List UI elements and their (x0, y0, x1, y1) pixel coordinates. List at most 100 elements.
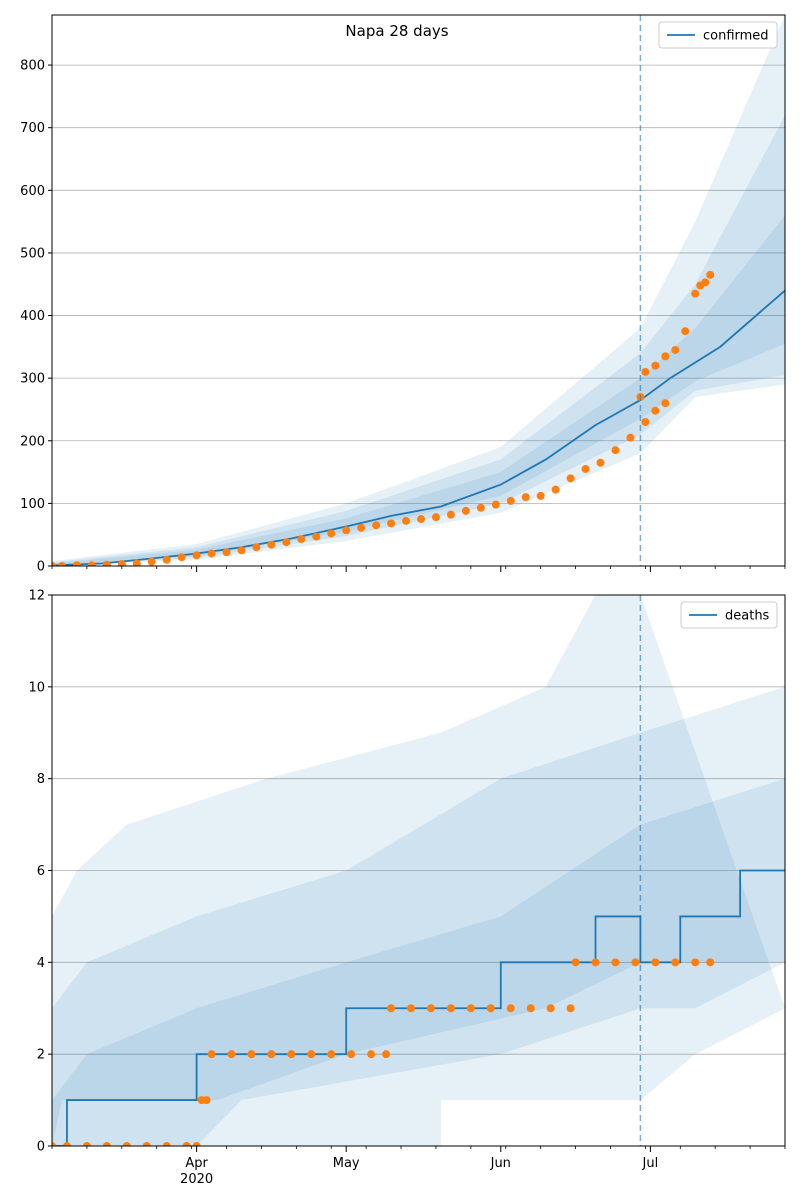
observed-point (207, 1050, 216, 1059)
y-tick-label: 400 (20, 309, 45, 324)
observed-point (407, 1004, 416, 1013)
y-tick-label: 700 (20, 121, 45, 136)
x-tick-label: May (333, 1156, 360, 1171)
observed-point (566, 1004, 575, 1013)
observed-point (661, 399, 670, 408)
observed-point (706, 270, 715, 279)
observed-point (372, 521, 381, 530)
x-tick-label-line: Apr (185, 1156, 208, 1171)
uncertainty-band (52, 686, 785, 1146)
observed-point (671, 345, 680, 354)
observed-point (162, 1142, 171, 1146)
model-line (52, 869, 785, 1146)
observed-point (476, 503, 485, 512)
y-tick-label: 8 (37, 772, 45, 787)
observed-point (162, 555, 171, 564)
x-tick-label: Apr 2020 (180, 1156, 213, 1187)
observed-point (681, 327, 690, 336)
observed-point (52, 562, 56, 566)
uncertainty-band (52, 595, 785, 1146)
observed-point (536, 491, 545, 500)
y-tick-label: 600 (20, 184, 45, 199)
observed-point (192, 551, 201, 560)
x-tick-label-line: 2020 (180, 1172, 213, 1187)
observed-point (661, 352, 670, 361)
legend-box (680, 601, 778, 629)
observed-point (222, 548, 231, 557)
y-tick-label: 0 (37, 1140, 45, 1155)
observed-point (247, 1050, 256, 1059)
observed-point (651, 406, 660, 415)
observed-point (671, 958, 680, 967)
panel-confirmed: 0 100 200 300 400 500 600 700 800 confirmed (20, 14, 786, 575)
observed-point (491, 500, 500, 509)
y-tick-label: 800 (20, 59, 45, 74)
observed-point (327, 1050, 336, 1059)
observed-point (117, 560, 126, 566)
observed-point (566, 474, 575, 483)
observed-point (571, 958, 580, 967)
observed-point (147, 557, 156, 566)
y-tick-label: 100 (20, 497, 45, 512)
observed-point (342, 526, 351, 535)
observed-point (347, 1050, 356, 1059)
observed-point (312, 532, 321, 541)
legend-label: deaths (725, 609, 770, 624)
x-tick-label-line: Jul (642, 1156, 659, 1171)
y-tick-label: 0 (37, 560, 45, 575)
observed-point (611, 958, 620, 967)
y-tick-label: 10 (28, 680, 45, 695)
plot-area (52, 15, 785, 566)
observed-point (72, 561, 81, 566)
observed-point (57, 562, 66, 566)
observed-point (416, 515, 425, 524)
legend-box (658, 21, 778, 49)
observed-point (626, 433, 635, 442)
observed-point (202, 1096, 211, 1105)
observed-point (367, 1050, 376, 1059)
uncertainty-band (52, 15, 785, 566)
observed-point (581, 464, 590, 473)
observed-point (701, 278, 710, 287)
observed-point (706, 958, 715, 967)
observed-point (611, 446, 620, 455)
panel-deaths: 0 2 4 6 8 10 12 Apr 2020 May Jun Jul deaths (28, 589, 786, 1187)
uncertainty-band (52, 115, 785, 566)
observed-point (142, 1142, 151, 1146)
x-tick-label-line: May (333, 1156, 360, 1171)
observed-point (182, 1142, 191, 1146)
x-tick-label-line: Jun (490, 1156, 511, 1171)
y-tick-label: 500 (20, 246, 45, 261)
observed-point (691, 958, 700, 967)
observed-point (387, 1004, 396, 1013)
y-tick-label: 12 (28, 589, 45, 604)
observed-point (461, 506, 470, 515)
observed-point (357, 523, 366, 532)
observed-point (267, 1050, 276, 1059)
observed-point (651, 958, 660, 967)
observed-point (282, 538, 291, 547)
y-tick-label: 200 (20, 434, 45, 449)
y-tick-label: 300 (20, 372, 45, 387)
uncertainty-band (52, 215, 785, 566)
observed-point (252, 543, 261, 552)
observed-point (591, 958, 600, 967)
chart-title: Napa 28 days (345, 22, 448, 40)
y-tick-label: 4 (37, 956, 45, 971)
observed-point (651, 361, 660, 370)
legend-label: confirmed (703, 29, 769, 44)
observed-point (102, 1142, 111, 1146)
observed-point (52, 1142, 56, 1146)
observed-point (506, 1004, 515, 1013)
observed-point (177, 553, 186, 562)
observed-point (122, 1142, 131, 1146)
observed-point (307, 1050, 316, 1059)
observed-point (446, 510, 455, 519)
observed-point (382, 1050, 391, 1059)
observed-point (426, 1004, 435, 1013)
observed-point (551, 485, 560, 494)
observed-point (691, 289, 700, 298)
observed-point (192, 1142, 201, 1146)
observed-point (102, 560, 111, 566)
